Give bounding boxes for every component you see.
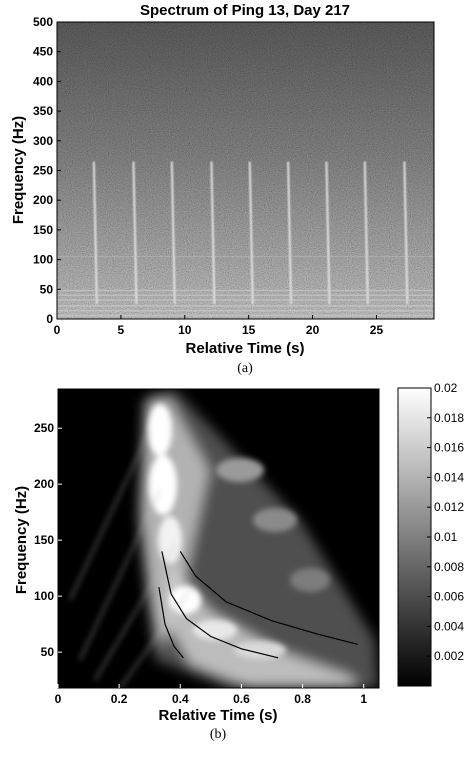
y-tick-label: 350 — [33, 104, 53, 118]
spectrogram-panel-a: Spectrum of Ping 13, Day 217 0 5 10 15 20 25 … — [10, 2, 435, 376]
x-tick-label: 0 — [54, 323, 61, 337]
pulse-line — [363, 161, 369, 305]
spectrogram-panel-b: 0 0.2 0.4 0.6 0.8 1 50 100 150 200 250 Relative T… — [13, 381, 464, 742]
x-tick-label: 0.2 — [111, 692, 128, 706]
overlay-curves — [158, 551, 358, 659]
x-tick-label: 0.6 — [233, 692, 250, 706]
x-axis-ticks-a: 0 5 10 15 20 25 — [54, 315, 384, 337]
overlay-curve — [161, 551, 279, 659]
y-tick-label: 50 — [41, 645, 55, 659]
y-axis-label: Frequency (Hz) — [10, 116, 27, 224]
pulse-line — [132, 161, 138, 305]
y-tick-label: 250 — [33, 164, 53, 178]
overlay-curve — [158, 587, 184, 659]
colorbar-tick-label: 0.01 — [434, 530, 458, 544]
y-tick-label: 100 — [33, 253, 53, 267]
pulse-line — [170, 161, 176, 305]
y-tick-label: 300 — [33, 134, 53, 148]
y-tick-label: 150 — [33, 223, 53, 237]
y-tick-label: 200 — [33, 193, 53, 207]
pulse-line — [248, 161, 254, 305]
x-tick-label: 5 — [118, 323, 125, 337]
colorbar-tick-label: 0.006 — [434, 590, 464, 604]
pulse-line — [286, 161, 293, 305]
overlay-curve — [179, 551, 358, 645]
colorbar-gradient — [397, 387, 432, 687]
colorbar: 0.002 0.004 0.006 0.008 0.01 0.012 0.014 0.016 0… — [397, 381, 464, 687]
y-tick-label: 150 — [34, 533, 54, 547]
y-axis-ticks-a: 0 50 100 150 200 250 300 350 400 450 500 — [33, 15, 61, 326]
spectral-energy-core — [148, 404, 330, 659]
x-tick-label: 20 — [306, 323, 320, 337]
y-axis-ticks-b: 50 100 150 200 250 — [34, 421, 62, 659]
y-tick-label: 200 — [34, 477, 54, 491]
y-tick-label: 500 — [33, 15, 53, 29]
pulse-line — [92, 161, 99, 305]
x-tick-label: 0 — [55, 692, 62, 706]
spectrogram-darkening — [57, 22, 434, 319]
plot-frame-b — [57, 388, 380, 689]
pulse-lines — [92, 161, 409, 305]
y-tick-label: 400 — [33, 74, 53, 88]
x-axis-label: Relative Time (s) — [159, 707, 278, 724]
panel-caption-b: (b) — [210, 727, 227, 742]
colorbar-tick-label: 0.012 — [434, 500, 464, 514]
x-tick-label: 15 — [242, 323, 256, 337]
pulse-line — [210, 161, 216, 305]
colorbar-ticks: 0.002 0.004 0.006 0.008 0.01 0.012 0.014 0.016 0… — [427, 381, 464, 663]
y-tick-label: 250 — [34, 421, 54, 435]
colorbar-tick-label: 0.008 — [434, 560, 464, 574]
x-tick-label: 0.8 — [294, 692, 311, 706]
colorbar-tick-label: 0.014 — [434, 470, 464, 484]
y-tick-label: 50 — [40, 282, 54, 296]
x-tick-label: 25 — [370, 323, 384, 337]
colorbar-tick-label: 0.016 — [434, 441, 464, 455]
x-tick-label: 1 — [360, 692, 367, 706]
y-tick-label: 0 — [46, 312, 53, 326]
x-tick-label: 0.4 — [172, 692, 189, 706]
pulse-line — [325, 161, 331, 305]
x-axis-ticks-b: 0 0.2 0.4 0.6 0.8 1 — [55, 684, 367, 706]
y-axis-label: Frequency (Hz) — [13, 486, 30, 594]
pulse-line — [403, 161, 409, 305]
low-frequency-bands — [57, 256, 434, 317]
colorbar-tick-label: 0.018 — [434, 411, 464, 425]
colorbar-tick-label: 0.02 — [434, 381, 458, 395]
colorbar-tick-label: 0.002 — [434, 649, 464, 663]
y-tick-label: 100 — [34, 589, 54, 603]
panel-caption-a: (a) — [237, 361, 253, 376]
x-axis-label: Relative Time (s) — [186, 340, 305, 357]
x-tick-label: 10 — [178, 323, 192, 337]
y-tick-label: 450 — [33, 45, 53, 59]
colorbar-tick-label: 0.004 — [434, 619, 464, 633]
chart-title: Spectrum of Ping 13, Day 217 — [140, 2, 350, 19]
